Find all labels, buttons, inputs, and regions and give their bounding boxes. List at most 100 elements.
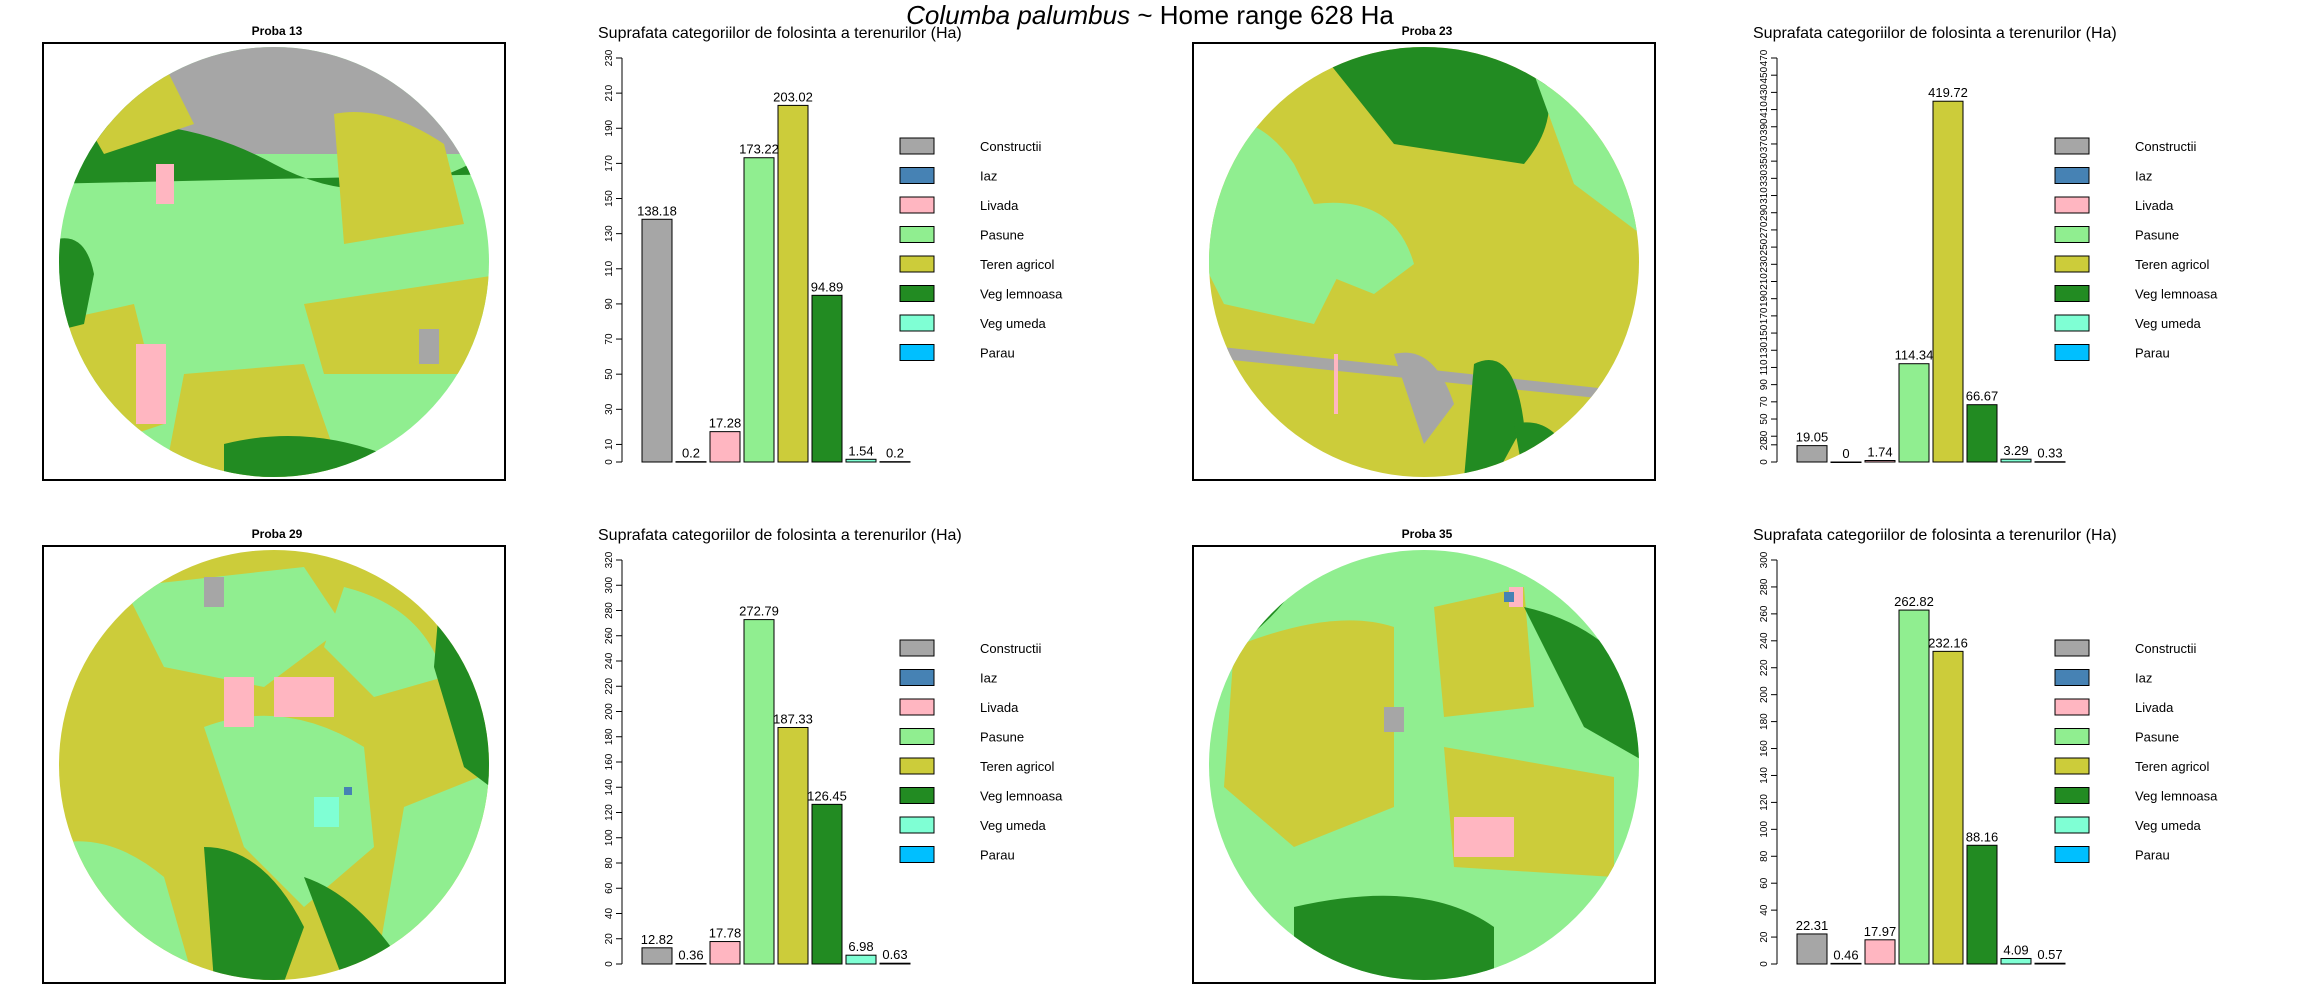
y-tick-label: 60 <box>604 882 615 894</box>
legend-label-veg-lemnoasa: Veg lemnoasa <box>2135 789 2218 804</box>
y-tick-label: 190 <box>1759 290 1770 307</box>
legend-label-livada: Livada <box>2135 700 2174 715</box>
legend-label-iaz: Iaz <box>980 169 997 184</box>
land-use-map-proba-35 <box>1192 545 1656 984</box>
legend-label-teren-agricol: Teren agricol <box>980 257 1055 272</box>
legend-label-parau: Parau <box>2135 346 2170 361</box>
y-tick-label: 220 <box>1759 659 1770 676</box>
map-title-proba-23: Proba 23 <box>1401 24 1453 38</box>
y-tick-label: 20 <box>604 933 615 945</box>
legend-label-parau: Parau <box>2135 848 2170 863</box>
y-tick-label: 200 <box>604 703 615 720</box>
legend-label-veg-umeda: Veg umeda <box>980 316 1047 331</box>
legend-swatch-pasune <box>2054 226 2090 243</box>
bar-value-label: 94.89 <box>811 279 844 294</box>
y-tick-label: 80 <box>1759 850 1770 862</box>
bar-constructii <box>641 218 673 463</box>
bar-value-label: 114.34 <box>1895 348 1934 363</box>
y-tick-label: 430 <box>1759 84 1770 101</box>
y-tick-label: 390 <box>1759 118 1770 135</box>
legend-label-veg-umeda: Veg umeda <box>980 818 1047 833</box>
y-tick-label: 120 <box>604 804 615 821</box>
y-tick-label: 260 <box>604 627 615 644</box>
y-tick-label: 40 <box>604 908 615 920</box>
bar-parau <box>2034 461 2066 463</box>
bar-value-label: 4.09 <box>2003 942 2028 957</box>
y-tick-label: 180 <box>604 728 615 745</box>
y-tick-label: 290 <box>1759 204 1770 221</box>
bar-teren-agricol <box>1932 650 1964 965</box>
y-tick-label: 90 <box>1759 379 1770 391</box>
bar-value-label: 173.22 <box>739 142 779 157</box>
page-title: Columba palumbus ~ Home range 628 Ha <box>0 0 2300 30</box>
legend-swatch-iaz <box>2054 669 2090 686</box>
legend-label-iaz: Iaz <box>2135 169 2152 184</box>
y-tick-label: 70 <box>604 333 615 345</box>
legend-swatch-iaz <box>2054 167 2090 184</box>
y-tick-label: 470 <box>1759 49 1770 66</box>
bar-veg-umeda <box>845 954 877 965</box>
bar-teren-agricol <box>777 726 809 965</box>
legend-swatch-veg-umeda <box>2054 314 2090 332</box>
legend-swatch-pasune <box>899 226 935 243</box>
y-tick-label: 300 <box>1759 551 1770 568</box>
bar-value-label: 3.29 <box>2003 443 2028 458</box>
bar-value-label: 0.2 <box>886 446 904 461</box>
bar-veg-lemnoasa <box>1966 844 1998 965</box>
legend-label-pasune: Pasune <box>2135 730 2179 745</box>
y-tick-label: 60 <box>1759 877 1770 889</box>
y-tick-label: 230 <box>604 49 615 66</box>
y-tick-label: 300 <box>604 576 615 593</box>
bar-livada <box>709 431 741 463</box>
bar-constructii <box>1796 933 1828 965</box>
bar-chart-proba-23: Suprafata categoriilor de folosinta a te… <box>1753 25 2218 465</box>
bar-teren-agricol <box>1932 100 1964 463</box>
y-tick-label: 180 <box>1759 713 1770 730</box>
y-tick-label: 350 <box>1759 152 1770 169</box>
legend-label-veg-lemnoasa: Veg lemnoasa <box>2135 287 2218 302</box>
home-range-text: ~ Home range 628 Ha <box>1130 0 1394 30</box>
y-tick-label: 100 <box>604 829 615 846</box>
bar-value-label: 126.45 <box>807 788 847 803</box>
legend-swatch-parau <box>899 344 935 361</box>
y-tick-label: 240 <box>604 652 615 669</box>
bar-value-label: 17.28 <box>709 416 742 431</box>
bar-value-label: 0.57 <box>2037 947 2062 962</box>
y-tick-label: 410 <box>1759 101 1770 118</box>
y-tick-label: 150 <box>604 190 615 207</box>
land-use-map-proba-13 <box>42 42 506 481</box>
legend-label-constructii: Constructii <box>980 139 1042 154</box>
bar-veg-lemnoasa <box>811 294 843 463</box>
bar-value-label: 17.97 <box>1864 924 1897 939</box>
y-tick-label: 30 <box>1759 430 1770 442</box>
bar-pasune <box>743 157 775 463</box>
y-tick-label: 30 <box>604 403 615 415</box>
bar-value-label: 138.18 <box>637 203 677 218</box>
bar-teren-agricol <box>777 104 809 463</box>
y-tick-label: 170 <box>604 155 615 172</box>
bar-value-label: 0.36 <box>678 948 703 963</box>
y-tick-label: 0 <box>604 961 615 967</box>
chart-title: Suprafata categoriilor de folosinta a te… <box>1753 25 2117 42</box>
y-tick-label: 10 <box>604 438 615 450</box>
y-tick-label: 20 <box>1759 931 1770 943</box>
bar-parau <box>879 461 911 463</box>
bar-value-label: 419.72 <box>1928 85 1968 100</box>
bar-value-label: 6.98 <box>848 939 873 954</box>
y-tick-label: 20 <box>1759 439 1770 451</box>
legend-swatch-pasune <box>899 728 935 745</box>
legend-label-iaz: Iaz <box>980 671 997 686</box>
y-tick-label: 310 <box>1759 187 1770 204</box>
y-tick-label: 100 <box>1759 821 1770 838</box>
legend-swatch-teren-agricol <box>899 255 935 273</box>
bar-pasune <box>1898 363 1930 463</box>
y-tick-label: 0 <box>1759 459 1770 465</box>
y-tick-label: 270 <box>1759 221 1770 238</box>
bar-value-label: 19.05 <box>1796 430 1829 445</box>
legend-swatch-livada <box>899 196 935 214</box>
legend-swatch-veg-umeda <box>899 816 935 834</box>
y-tick-label: 220 <box>604 677 615 694</box>
species-name: Columba palumbus <box>906 0 1131 30</box>
y-tick-label: 280 <box>1759 578 1770 595</box>
bar-value-label: 1.74 <box>1867 445 1892 460</box>
